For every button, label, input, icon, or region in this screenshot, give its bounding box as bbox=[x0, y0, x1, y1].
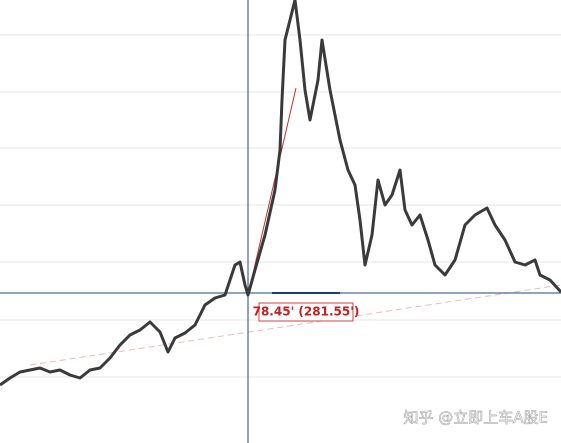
watermark: 知乎 @立即上车A股E bbox=[403, 409, 548, 427]
annotation-box bbox=[258, 302, 354, 322]
annotation: 78.45' (281.55') bbox=[253, 305, 360, 319]
fan-line bbox=[247, 87, 297, 296]
price-line bbox=[0, 0, 561, 387]
grid bbox=[0, 34, 561, 378]
trend-line bbox=[29, 284, 561, 366]
